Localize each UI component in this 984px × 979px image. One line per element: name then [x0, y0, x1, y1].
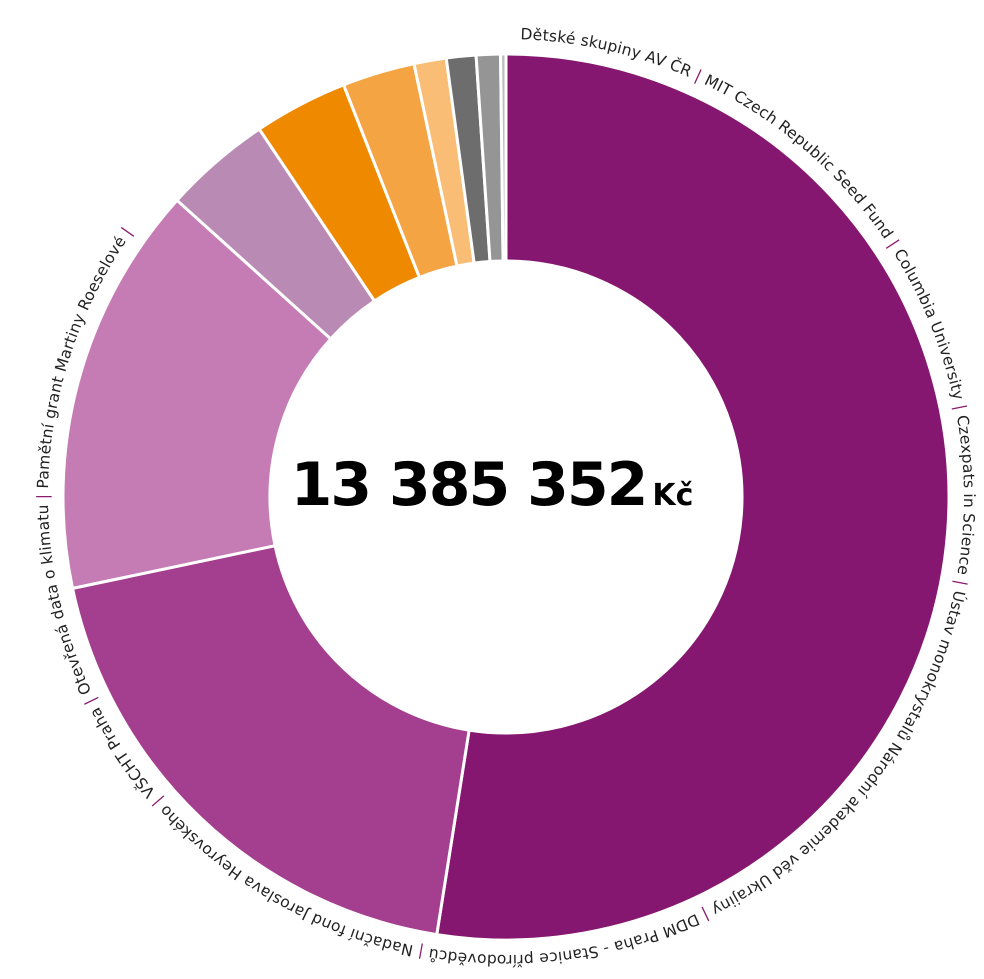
total-currency: Kč	[652, 478, 694, 513]
label-separator: |	[34, 489, 52, 505]
slice-czexpats-in-science	[499, 52, 508, 263]
slices-group	[61, 52, 951, 942]
total-amount: 13 385 352 Kč	[0, 455, 984, 515]
slice-ustav-monokrystalu-narodni-akademie-ved-ukrajiny	[70, 543, 471, 937]
label-separator: |	[950, 398, 971, 417]
label-separator: |	[687, 64, 709, 87]
label-separator: |	[951, 574, 972, 593]
slice-nadacni-fond-jaroslava-heyrovskeho	[435, 52, 951, 942]
slice-ddm-praha-stanice-prirodovedcu	[61, 198, 333, 591]
label-separator: |	[79, 690, 102, 712]
label-separator: |	[695, 903, 717, 926]
label-separator: |	[411, 942, 430, 963]
total-value: 13 385 352	[290, 450, 649, 520]
